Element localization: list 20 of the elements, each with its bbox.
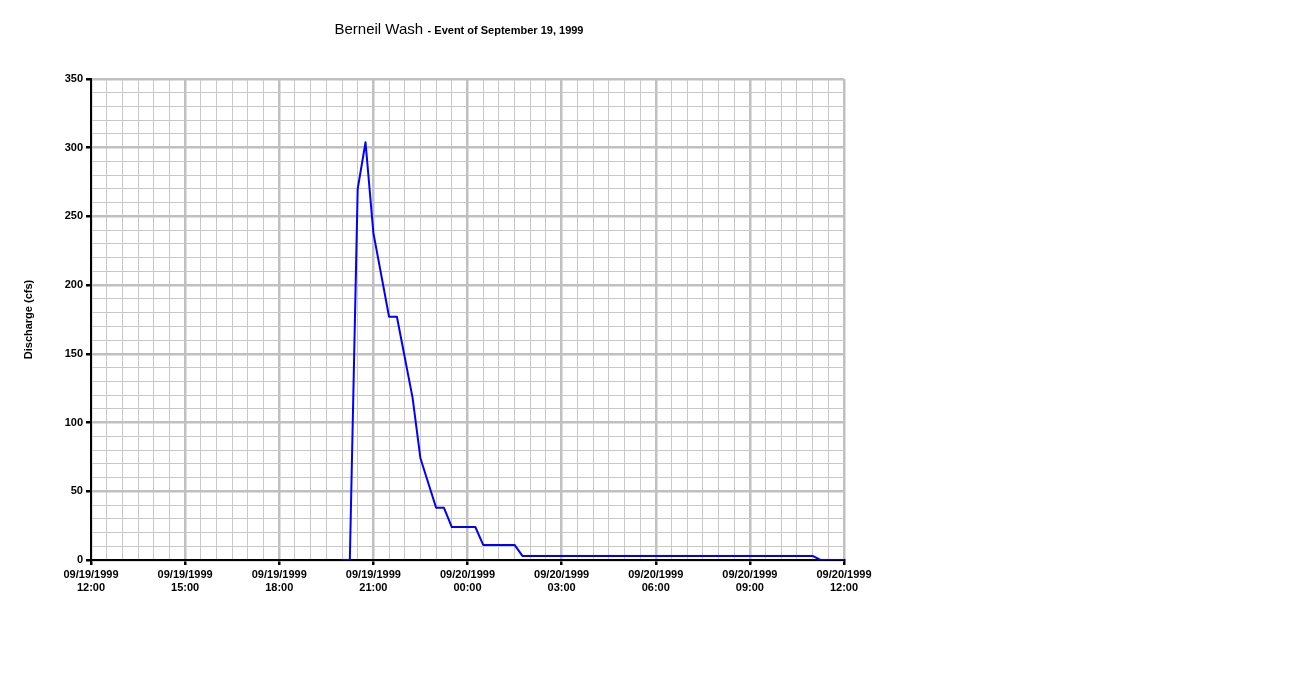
- chart-subtitle: - Event of September 19, 1999: [427, 24, 584, 36]
- x-tick-label: 09/20/1999 06:00: [628, 567, 684, 593]
- x-tick-label: 09/19/1999 18:00: [251, 567, 307, 593]
- x-tick-label: 09/19/1999 21:00: [345, 567, 401, 593]
- chart-title: Berneil Wash: [334, 20, 424, 37]
- y-tick-label: 50: [70, 484, 83, 497]
- x-tick-label: 09/19/1999 15:00: [157, 567, 213, 593]
- x-tick-label: 09/20/1999 09:00: [722, 567, 778, 593]
- y-tick-label: 250: [64, 209, 83, 222]
- x-tick-label: 09/19/1999 12:00: [63, 567, 119, 593]
- y-tick-label: 200: [64, 278, 83, 291]
- y-tick-label: 150: [64, 346, 83, 359]
- x-tick-label: 09/20/1999 12:00: [816, 567, 872, 593]
- y-tick-label: 300: [64, 140, 83, 153]
- y-tick-label: 100: [64, 415, 83, 428]
- y-tick-label: 350: [64, 72, 83, 85]
- y-tick-label: 0: [76, 553, 83, 566]
- x-tick-label: 09/20/1999 00:00: [439, 567, 496, 593]
- x-tick-label: 09/20/1999 03:00: [534, 567, 590, 593]
- y-axis-title: Discharge (cfs): [21, 279, 34, 360]
